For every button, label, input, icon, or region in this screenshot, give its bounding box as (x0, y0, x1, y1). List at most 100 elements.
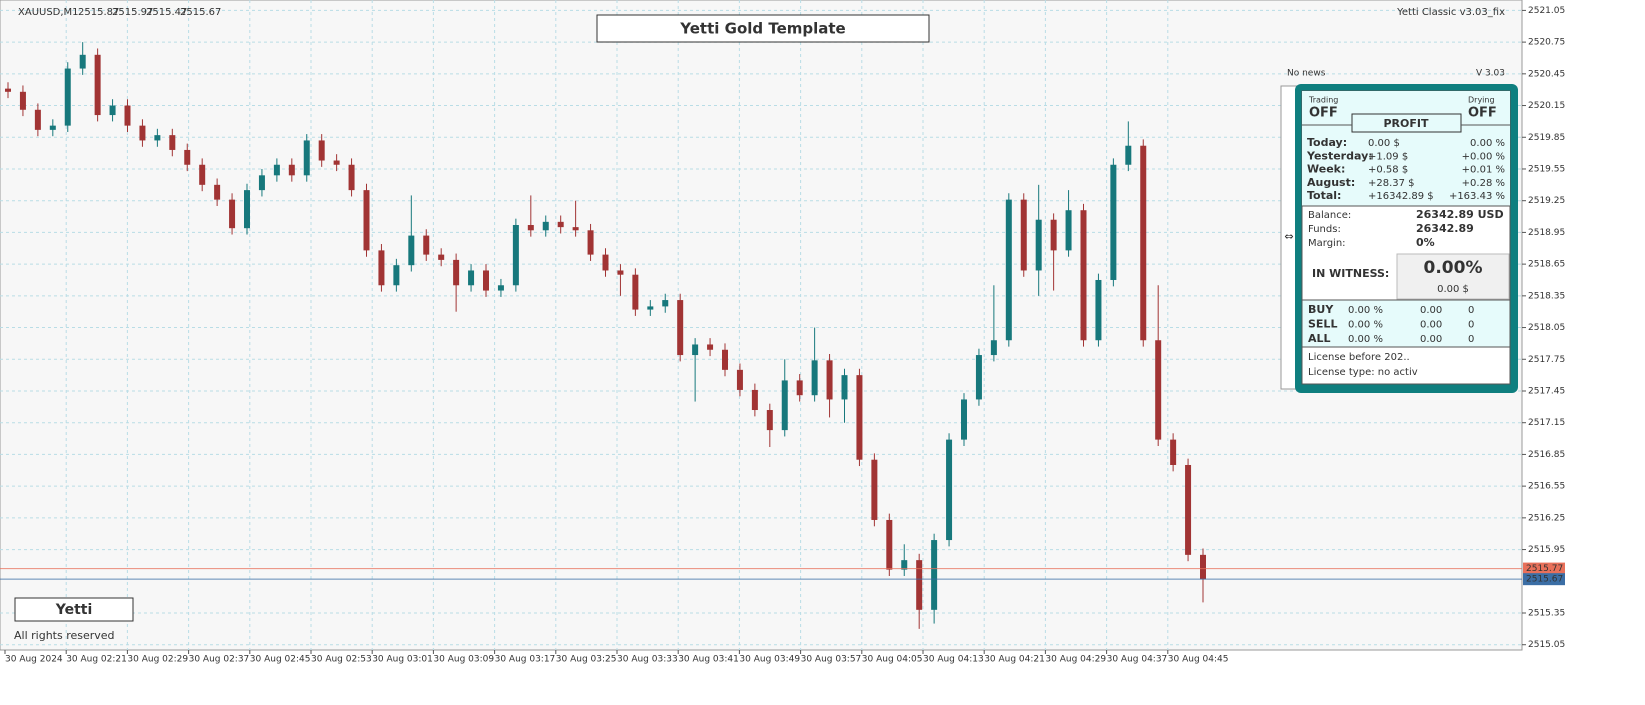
y-tick-label: 2515.35 (1528, 608, 1565, 618)
x-tick-label: 30 Aug 02:53 (311, 655, 372, 665)
candle-body (1155, 340, 1162, 440)
candle-body (378, 250, 385, 286)
candle-body (318, 140, 325, 161)
candle-body (169, 135, 176, 150)
candle-body (94, 54, 101, 116)
candle-body (1050, 219, 1057, 251)
candle-body (766, 410, 773, 431)
handle-icon[interactable]: ⇔ (1284, 230, 1293, 243)
candle-body (244, 190, 250, 229)
positions-section (1301, 299, 1511, 348)
x-tick-label: 30 Aug 03:17 (495, 655, 556, 665)
candle-body (871, 459, 878, 520)
x-tick-label: 30 Aug 02:21 (66, 655, 127, 665)
x-tick-label: 30 Aug 04:21 (984, 655, 1045, 665)
candle-body (811, 360, 818, 396)
y-tick-label: 2516.25 (1528, 513, 1565, 523)
x-tick-label: 30 Aug 04:05 (862, 655, 923, 665)
candle-body (273, 164, 280, 176)
candle-body (64, 68, 71, 126)
drying-state[interactable]: OFF (1468, 106, 1497, 121)
x-tick-label: 30 Aug 02:29 (127, 655, 188, 665)
x-tick-label: 30 Aug 03:57 (801, 655, 862, 665)
candle-body (662, 300, 669, 307)
candle-body (393, 265, 400, 286)
quote: 2515.87 (78, 7, 119, 18)
y-tick-label: 2519.85 (1528, 133, 1565, 143)
witness-amount: 0.00 $ (1437, 284, 1469, 295)
candle-body (214, 184, 221, 200)
candle-body (333, 160, 340, 165)
profit-percent: +0.01 % (1462, 165, 1505, 176)
y-tick-label: 2518.05 (1528, 323, 1565, 333)
profit-amount: +1.09 $ (1368, 151, 1408, 162)
x-tick-label: 30 Aug 02:45 (250, 655, 311, 665)
candle-body (1065, 210, 1072, 251)
position-amount: 0.00 (1420, 305, 1442, 316)
candle-body (751, 389, 758, 411)
profit-header-box (1351, 113, 1462, 133)
candle-body (916, 560, 923, 610)
candle-body (722, 349, 728, 370)
candle-body (34, 109, 41, 130)
candle-body (199, 164, 206, 185)
candle-body (184, 149, 191, 165)
y-tick-label: 2517.15 (1528, 418, 1565, 428)
brand: Yetti (55, 602, 93, 618)
candle-body (961, 399, 967, 440)
candle-body (288, 164, 295, 176)
x-tick-label: 30 Aug 03:25 (556, 655, 617, 665)
profit-amount: +28.37 $ (1368, 178, 1415, 189)
candle-body (154, 135, 161, 141)
candle-body (587, 230, 594, 255)
profit-section (1302, 91, 1510, 206)
y-tick-label: 2516.85 (1528, 450, 1565, 460)
candle-body (468, 270, 475, 286)
profit-amount: +0.58 $ (1368, 165, 1408, 176)
candle-body (229, 199, 236, 229)
candle-body (1125, 145, 1132, 165)
candle-body (990, 340, 997, 356)
candle-body (931, 540, 938, 610)
candle-body (1095, 279, 1102, 341)
funds-value: 26342.89 (1416, 222, 1474, 235)
balance-label: Balance: (1308, 210, 1351, 221)
margin-value: 0% (1416, 236, 1435, 249)
y-tick-label: 2517.75 (1528, 355, 1565, 365)
price-tag-label: 2515.67 (1526, 575, 1563, 585)
profit-label: Yesterday: (1306, 149, 1373, 162)
candle-body (975, 355, 982, 400)
candle-body (79, 54, 86, 69)
profit-label: Total: (1307, 189, 1341, 202)
position-amount: 0.00 (1420, 334, 1442, 345)
x-tick-label: 30 Aug 02:37 (189, 655, 250, 665)
candle-body (632, 274, 639, 310)
candle-body (408, 235, 415, 266)
funds-label: Funds: (1308, 224, 1341, 235)
x-tick-label: 30 Aug 2024 (5, 655, 63, 665)
trading-state[interactable]: OFF (1309, 106, 1338, 121)
candle-body (946, 439, 953, 541)
candle-body (841, 375, 848, 400)
profit-header: PROFIT (1384, 117, 1429, 130)
position-percent: 0.00 % (1348, 320, 1383, 331)
profit-label: Week: (1307, 163, 1345, 176)
candle-body (617, 270, 624, 275)
candle-body (856, 375, 863, 460)
candle-body (483, 270, 489, 291)
position-amount: 0.00 (1420, 320, 1442, 331)
price-tag-label: 2515.77 (1526, 564, 1563, 574)
profit-percent: +163.43 % (1449, 191, 1505, 202)
license: License before 202.. (1308, 352, 1410, 363)
candle-body (707, 344, 714, 350)
candle-body (677, 300, 684, 356)
x-tick-label: 30 Aug 03:41 (678, 655, 739, 665)
plot-area (0, 0, 1523, 651)
candle-body (124, 105, 131, 126)
position-count: 0 (1468, 320, 1474, 331)
candle-body (1110, 164, 1117, 280)
position-side: BUY (1308, 303, 1334, 316)
y-tick-label: 2515.95 (1528, 545, 1565, 555)
position-count: 0 (1468, 334, 1474, 345)
